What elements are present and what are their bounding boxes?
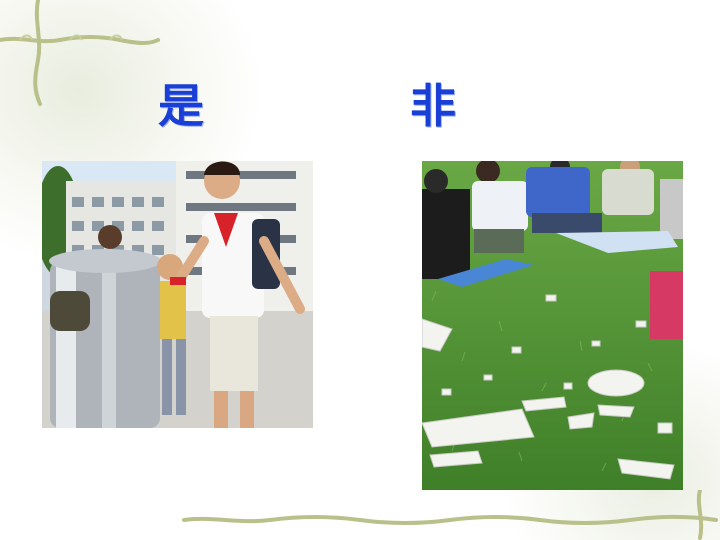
title-no: 非 <box>410 79 458 133</box>
title-yes: 是 <box>158 79 206 133</box>
vine-ornament-top-icon <box>0 0 160 106</box>
photo-littered-lawn <box>422 161 683 490</box>
photo-girl-using-trash-bin <box>42 161 313 428</box>
vine-ornament-bottom-icon <box>182 490 718 540</box>
